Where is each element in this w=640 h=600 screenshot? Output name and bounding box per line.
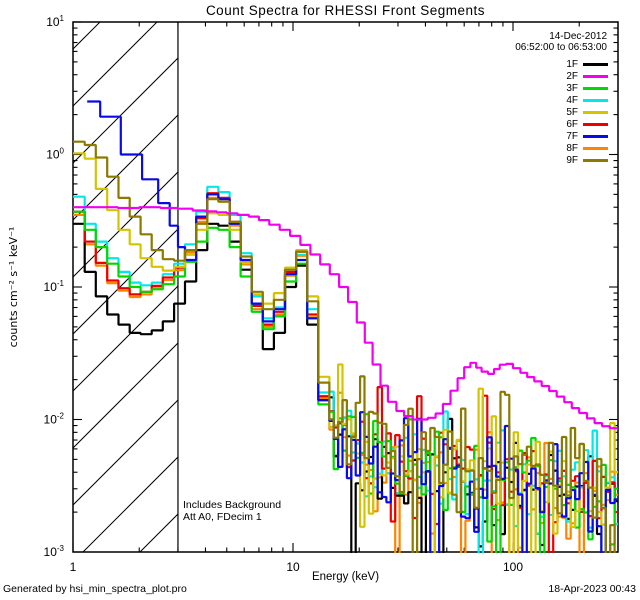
plot-creation-timestamp: 18-Apr-2023 00:43 <box>548 583 636 595</box>
legend-item-8F: 8F <box>566 142 608 154</box>
series-5F <box>73 152 618 553</box>
legend-color-swatch <box>583 86 608 90</box>
x-axis-title: Energy (keV) <box>311 571 380 583</box>
x-tick-label: 100 <box>503 560 523 574</box>
legend-color-swatch <box>583 110 608 114</box>
plot-notes: Includes Background Att A0, FDecim 1 <box>183 499 282 523</box>
legend-item-3F: 3F <box>566 82 608 94</box>
legend-label: 3F <box>566 82 578 94</box>
y-tick-label: 101 <box>46 14 64 29</box>
legend-label: 1F <box>566 58 578 70</box>
legend-color-swatch <box>583 158 608 162</box>
legend-item-6F: 6F <box>566 118 608 130</box>
y-tick-label: 10-3 <box>44 544 65 559</box>
observation-date: 14-Dec-2012 <box>549 31 607 42</box>
detector-legend: 1F 2F 3F 4F 5F 6F 7F 8F 9F <box>566 58 608 166</box>
plot-title: Count Spectra for RHESSI Front Segments <box>205 3 486 18</box>
spectra-series-group <box>73 100 618 553</box>
legend-item-1F: 1F <box>566 58 608 70</box>
legend-item-9F: 9F <box>566 154 608 166</box>
legend-label: 5F <box>566 106 578 118</box>
legend-color-swatch <box>583 134 608 138</box>
y-tick-label: 10-1 <box>44 279 65 294</box>
x-tick-label: 1 <box>70 560 77 574</box>
legend-item-4F: 4F <box>566 94 608 106</box>
legend-label: 2F <box>566 70 578 82</box>
legend-label: 9F <box>566 154 578 166</box>
y-tick-label: 100 <box>46 147 64 162</box>
generator-credit: Generated by hsi_min_spectra_plot.pro <box>3 583 187 595</box>
legend-label: 7F <box>566 130 578 142</box>
legend-label: 8F <box>566 142 578 154</box>
legend-color-swatch <box>583 62 608 66</box>
x-tick-label: 10 <box>286 560 300 574</box>
legend-item-2F: 2F <box>566 70 608 82</box>
legend-item-5F: 5F <box>566 106 608 118</box>
legend-color-swatch <box>583 122 608 126</box>
legend-item-7F: 7F <box>566 130 608 142</box>
series-9F <box>73 140 616 553</box>
y-axis-title: counts cm⁻² s⁻¹ keV⁻¹ <box>7 226 20 348</box>
note-includes-background: Includes Background <box>183 499 282 511</box>
plot-frame <box>72 21 619 553</box>
observation-datetime: 14-Dec-2012 06:52:00 to 06:53:00 <box>515 31 607 53</box>
note-attenuator-state: Att A0, FDecim 1 <box>183 510 262 523</box>
legend-label: 6F <box>566 118 578 130</box>
series-2F <box>73 206 618 430</box>
legend-label: 4F <box>566 94 578 106</box>
legend-color-swatch <box>583 146 608 150</box>
attenuator-hatched-region <box>73 22 178 552</box>
legend-color-swatch <box>583 74 608 78</box>
series-7F <box>87 100 618 553</box>
legend-color-swatch <box>583 98 608 102</box>
observation-time-range: 06:52:00 to 06:53:00 <box>515 42 607 53</box>
y-tick-label: 10-2 <box>44 412 65 427</box>
